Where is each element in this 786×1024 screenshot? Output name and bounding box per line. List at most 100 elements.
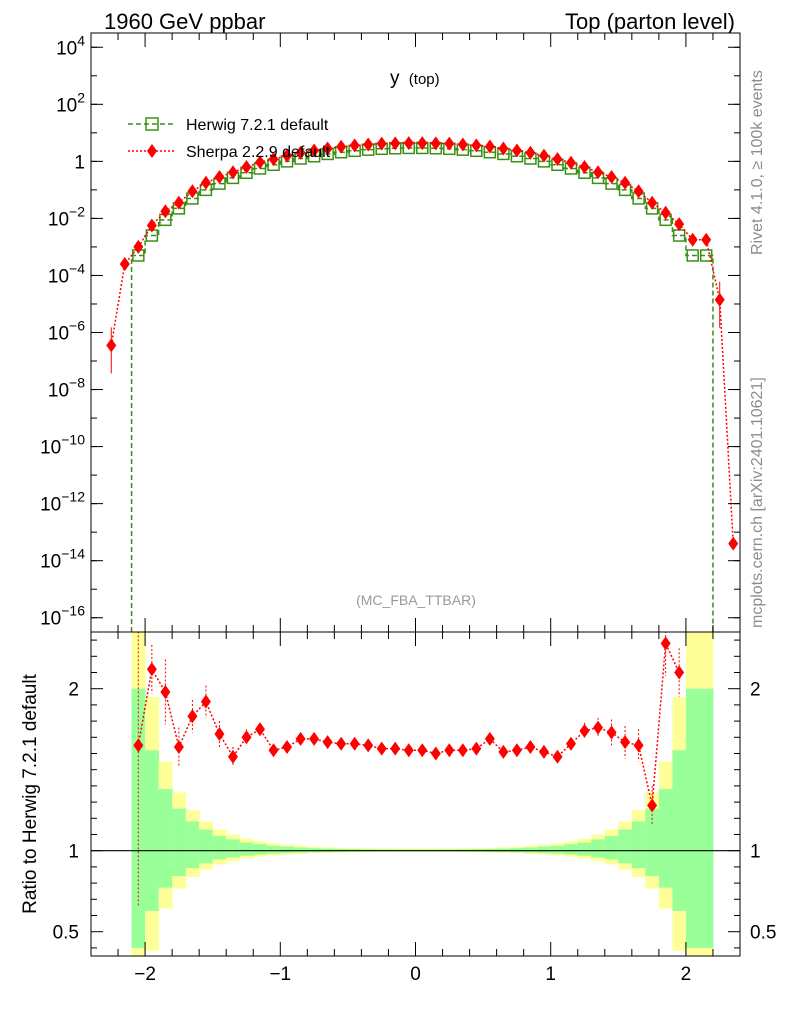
ratio-ytick-label-right: 2 xyxy=(750,680,761,701)
ratio-sherpa-point xyxy=(376,741,387,756)
ytick-exponent: −12 xyxy=(61,489,85,505)
ratio-sherpa-point xyxy=(660,636,671,651)
sherpa-point xyxy=(227,165,238,180)
sherpa-point xyxy=(173,195,184,210)
ratio-band-green xyxy=(631,821,646,869)
x-axis-ticks: −2 −1 0 1 2 xyxy=(90,33,741,985)
ratio-band-green xyxy=(658,789,673,888)
herwig-line xyxy=(130,147,714,632)
sherpa-point xyxy=(457,137,468,152)
legend: Herwig 7.2.1 default Sherpa 2.2.9 defaul… xyxy=(128,117,331,161)
ratio-band-green xyxy=(226,839,241,858)
ratio-sherpa-point xyxy=(552,749,563,764)
ytick-base: 10 xyxy=(48,266,69,287)
ytick-base: 10 xyxy=(40,552,61,573)
ytick-base: 10 xyxy=(48,324,69,345)
ratio-band-green xyxy=(699,688,714,948)
ratio-sherpa-point xyxy=(322,735,333,750)
ratio-sherpa-point xyxy=(606,725,617,740)
ratio-band-green xyxy=(293,847,308,853)
sherpa-point xyxy=(538,148,549,163)
sherpa-point xyxy=(417,136,428,151)
xtick-label: 2 xyxy=(681,964,692,985)
ratio-band-green xyxy=(618,829,633,864)
title-suffix: (top) xyxy=(409,71,440,88)
ratio-band-green xyxy=(672,750,687,911)
ratio-band-green xyxy=(550,845,565,854)
ratio-sherpa-point xyxy=(498,744,509,759)
ratio-band-green xyxy=(172,808,187,876)
ratio-band-layer xyxy=(91,632,740,956)
ratio-band-green xyxy=(645,808,660,876)
ratio-band-green xyxy=(212,836,227,860)
sherpa-point xyxy=(511,143,522,158)
ratio-band-green xyxy=(564,844,579,855)
ratio-ytick-label: 0.5 xyxy=(53,923,79,944)
xtick-label: 0 xyxy=(410,964,421,985)
ytick-base: 10 xyxy=(40,495,61,516)
sherpa-point xyxy=(106,338,117,353)
ratio-sherpa-point xyxy=(403,743,414,758)
sherpa-point xyxy=(119,257,130,272)
sherpa-point xyxy=(430,136,441,151)
ratio-band-green xyxy=(145,750,160,911)
sherpa-point xyxy=(660,205,671,220)
ratio-sherpa-point xyxy=(160,684,171,699)
sherpa-point xyxy=(565,155,576,170)
legend-sherpa-marker xyxy=(147,144,157,158)
herwig-point xyxy=(699,249,713,262)
ytick-label: 10−10 xyxy=(40,432,85,459)
xtick-label: 1 xyxy=(545,964,556,985)
sherpa-point xyxy=(187,184,198,199)
ratio-band-green xyxy=(185,821,200,869)
mcplots-label: mcplots.cern.ch [arXiv:2401.10621] xyxy=(749,377,766,628)
ratio-ytick-label: 1 xyxy=(68,842,79,863)
sherpa-point xyxy=(593,165,604,180)
ratio-ytick-label-right: 0.5 xyxy=(750,923,776,944)
ratio-sherpa-point xyxy=(511,743,522,758)
sherpa-point xyxy=(268,152,279,167)
ratio-band-green xyxy=(280,846,295,854)
ratio-sherpa-point xyxy=(187,709,198,724)
sherpa-point xyxy=(376,136,387,151)
ratio-sherpa-point xyxy=(146,662,157,677)
sherpa-point xyxy=(498,141,509,156)
ratio-band-green xyxy=(685,688,700,948)
ytick-exponent: 2 xyxy=(77,89,85,105)
ratio-sherpa-point xyxy=(214,727,225,742)
ytick-exponent: −4 xyxy=(69,260,85,276)
ytick-label: 10−6 xyxy=(48,318,85,345)
sherpa-point xyxy=(214,170,225,185)
sherpa-point xyxy=(444,136,455,151)
xtick-label: −1 xyxy=(269,964,291,985)
sherpa-point xyxy=(255,155,266,170)
top-series-layer xyxy=(106,136,739,632)
ytick-label: 10−16 xyxy=(40,603,85,630)
ytick-base: 10 xyxy=(48,209,69,230)
ratio-sherpa-point xyxy=(430,746,441,761)
ytick-label: 104 xyxy=(56,32,85,59)
ratio-sherpa-point xyxy=(295,731,306,746)
ytick-label: 10−12 xyxy=(40,489,85,516)
sherpa-point xyxy=(241,160,252,175)
xtick-label: −2 xyxy=(134,964,156,985)
ratio-panel: 0.5 0.5 1 1 2 2 Ratio to Herwig 7.2.1 default xyxy=(20,631,776,957)
ratio-sherpa-point xyxy=(133,738,144,753)
sherpa-point xyxy=(403,136,414,151)
ratio-sherpa-point xyxy=(417,743,428,758)
ratio-band-green xyxy=(199,829,214,864)
ytick-label: 10−2 xyxy=(48,203,85,230)
ratio-band-green xyxy=(266,845,281,854)
ratio-ylabel: Ratio to Herwig 7.2.1 default xyxy=(20,673,41,913)
sherpa-point xyxy=(606,170,617,185)
analysis-label: (MC_FBA_TTBAR) xyxy=(356,592,476,608)
sherpa-point xyxy=(200,175,211,190)
collision-label: 1960 GeV ppbar xyxy=(104,9,265,34)
sherpa-point xyxy=(363,137,374,152)
ratio-sherpa-point xyxy=(282,740,293,755)
sherpa-point xyxy=(309,143,320,158)
ratio-sherpa-point xyxy=(633,738,644,753)
ytick-exponent: 4 xyxy=(77,32,85,48)
ratio-sherpa-point xyxy=(444,743,455,758)
herwig-point xyxy=(686,249,699,262)
